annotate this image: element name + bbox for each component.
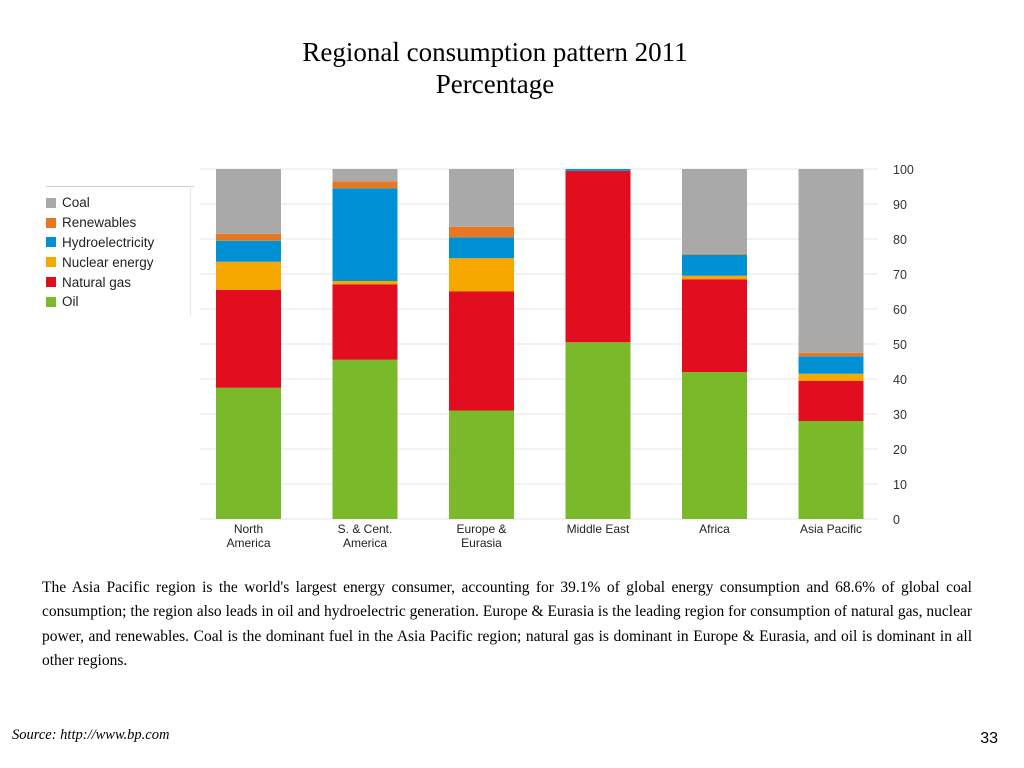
y-tick-label: 70	[893, 268, 907, 282]
legend-item-coal: Coal	[46, 193, 194, 213]
x-category-label: Africa	[699, 522, 730, 536]
legend-item-natural-gas: Natural gas	[46, 272, 194, 292]
bar-segment-natural-gas	[332, 284, 398, 360]
body-paragraph: The Asia Pacific region is the world's l…	[42, 579, 972, 669]
bar-segment-oil	[332, 359, 398, 519]
bar-segment-renewables	[216, 233, 281, 241]
legend-label: Natural gas	[62, 274, 132, 290]
bar-segment-oil	[449, 410, 514, 519]
bar-segment-oil	[682, 372, 747, 519]
legend-label: Coal	[62, 195, 90, 211]
y-tick-label: 90	[893, 198, 907, 212]
legend-label: Hydroelectricity	[62, 234, 155, 250]
bar-segment-natural-gas	[682, 279, 747, 372]
bar-segment-coal	[449, 169, 514, 227]
y-tick-label: 30	[893, 408, 907, 422]
bar-segment-oil	[216, 387, 281, 519]
legend-swatch	[46, 257, 56, 268]
y-tick-label: 60	[893, 303, 907, 317]
legend-item-oil: Oil	[46, 292, 194, 312]
bar-segment-hydroelectricity	[798, 356, 864, 374]
bar-segment-hydroelectricity	[449, 237, 514, 259]
bar-segment-oil	[798, 421, 864, 519]
bar-segment-nuclear-energy	[216, 261, 281, 290]
page-number: 33	[980, 730, 998, 747]
x-category-label: America	[343, 536, 387, 550]
y-tick-label: 10	[893, 478, 907, 492]
bar-segment-renewables	[798, 352, 864, 357]
bar-segment-natural-gas	[449, 291, 514, 411]
y-tick-label: 80	[893, 233, 907, 247]
legend-item-renewables: Renewables	[46, 213, 194, 233]
bar-segment-coal	[798, 169, 864, 353]
slide-title: Regional consumption pattern 2011 Percen…	[0, 36, 990, 100]
source-citation: Source: http://www.bp.com	[12, 727, 170, 743]
x-category-label: S. & Cent.	[338, 522, 393, 536]
legend-label: Nuclear energy	[62, 254, 154, 270]
legend-item-hydroelectricity: Hydroelectricity	[46, 233, 194, 253]
bar-segment-hydroelectricity	[332, 188, 398, 281]
bar-segment-renewables	[332, 181, 398, 189]
bar-segment-renewables	[682, 253, 747, 255]
bar-segment-nuclear-energy	[332, 281, 398, 285]
bar-segment-coal	[332, 169, 398, 182]
legend-swatch	[46, 277, 56, 288]
y-tick-label: 0	[893, 513, 900, 527]
bar-segment-natural-gas	[565, 170, 631, 343]
y-tick-label: 50	[893, 338, 907, 352]
bar-segment-natural-gas	[798, 380, 864, 421]
legend-label: Renewables	[62, 215, 137, 231]
bar-segment-hydroelectricity	[216, 240, 281, 262]
legend-item-nuclear-energy: Nuclear energy	[46, 252, 194, 272]
bar-segment-coal	[216, 169, 281, 234]
x-category-label: Eurasia	[461, 536, 502, 550]
legend-swatch	[46, 217, 56, 228]
x-category-label: North	[234, 522, 263, 536]
y-tick-label: 100	[893, 163, 914, 177]
x-category-label: Middle East	[567, 522, 630, 536]
legend-swatch	[46, 197, 56, 208]
x-category-label: Asia Pacific	[800, 522, 862, 536]
legend-swatch	[46, 237, 56, 248]
bar-segment-oil	[565, 342, 631, 519]
bar-segment-nuclear-energy	[449, 258, 514, 292]
bar-segment-hydroelectricity	[682, 254, 747, 276]
x-category-label: America	[226, 536, 270, 550]
bar-segment-hydroelectricity	[565, 169, 631, 171]
bar-segment-coal	[682, 169, 747, 254]
x-category-label: Europe &	[456, 522, 506, 536]
bar-segment-renewables	[449, 226, 514, 238]
bar-segment-nuclear-energy	[798, 373, 864, 381]
chart-legend: Coal Renewables Hydroelectricity Nuclear en…	[46, 186, 194, 312]
bar-segment-nuclear-energy	[682, 275, 747, 280]
legend-label: Oil	[62, 294, 79, 310]
y-tick-label: 40	[893, 373, 907, 387]
title-line-1: Regional consumption pattern 2011	[302, 37, 688, 67]
legend-divider	[190, 186, 191, 316]
y-tick-label: 20	[893, 443, 907, 457]
legend-swatch	[46, 296, 56, 307]
title-line-2: Percentage	[435, 69, 555, 99]
bar-segment-natural-gas	[216, 289, 281, 388]
